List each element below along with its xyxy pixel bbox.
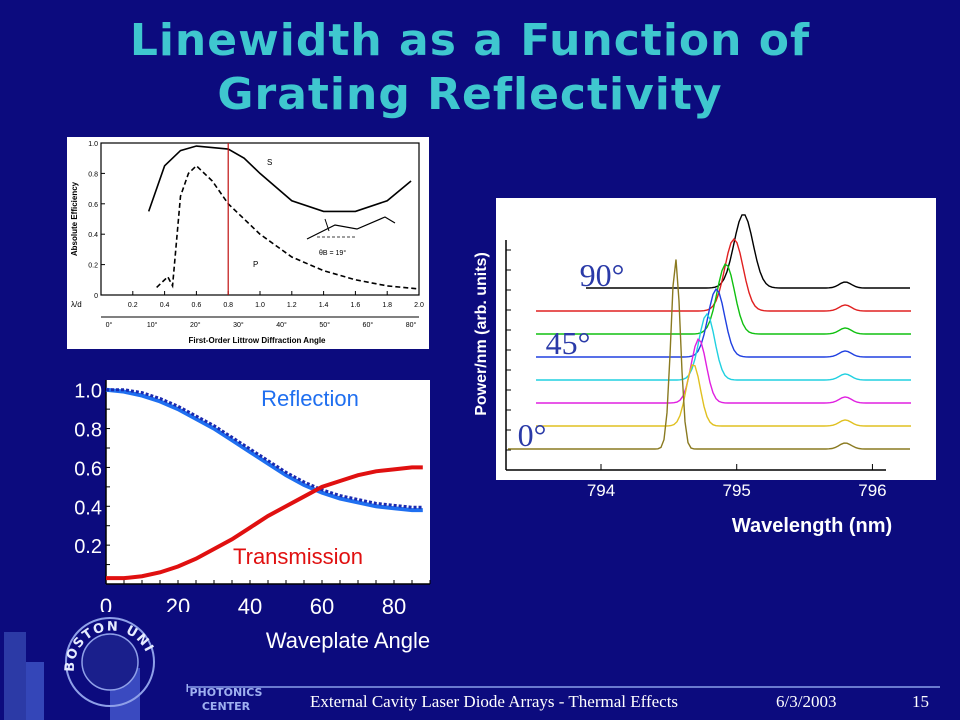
spectra-x-ticks: 794 795 796 (587, 464, 887, 500)
spectrum-line (536, 338, 911, 404)
transmission-label: Transmission (233, 544, 363, 569)
efficiency-chart-background (67, 137, 429, 349)
transmission-line (106, 465, 423, 581)
annotation-0-deg: 0° (518, 417, 547, 453)
spectrum-line (536, 364, 911, 427)
efficiency-angle-tick-label: 10° (147, 321, 158, 329)
footer-date: 6/3/2003 (776, 692, 837, 711)
efficiency-x-ticks: 0.2 0.4 0.6 0.8 1.0 1.2 1.4 1.6 1.8 2.0 (128, 291, 424, 309)
efficiency-x-tick-label: 1.8 (382, 302, 392, 309)
waveplate-x-label: Waveplate Angle (266, 628, 430, 653)
efficiency-angle-tick-label: 30° (233, 321, 244, 329)
waveplate-x-tick-label: 60 (310, 594, 334, 619)
efficiency-y-tick-label: 0.8 (88, 171, 98, 178)
logo-seal (65, 617, 155, 707)
efficiency-series-s-line (147, 145, 412, 213)
efficiency-angle-tick-label: 40° (276, 321, 287, 329)
efficiency-x-tick-label: 0.6 (192, 302, 202, 309)
spectrum-line (536, 312, 911, 381)
reflection-line (105, 387, 423, 513)
waveplate-y-tick-labels: 1.0 0.8 0.6 0.4 0.2 (74, 381, 102, 558)
grating-efficiency-chart: 0 0.2 0.4 0.6 0.8 1.0 0.2 0.4 0.6 0.8 1.0 1.2 1.4 1.… (67, 137, 429, 349)
reflection-dashed-line (106, 388, 423, 509)
efficiency-series-p-line (156, 164, 420, 290)
efficiency-angle-tick-label: 0° (106, 321, 113, 329)
photonics-label-line-1: PHOTONICS (189, 686, 263, 699)
waveplate-y-tick-label: 1.0 (74, 381, 102, 403)
efficiency-series-s-label: S (267, 158, 272, 167)
efficiency-y-tick-label: 0.4 (88, 232, 98, 239)
efficiency-series-p-label: P (253, 260, 258, 269)
spectra-x-label: Wavelength (nm) (732, 515, 892, 537)
title-line-2: Grating Reflectivity (217, 69, 723, 120)
waveplate-chart: 1.00.80.60.40.2 0 20 40 60 80 Reflection Tra… (74, 380, 431, 653)
efficiency-x-tick-label: 1.2 (287, 302, 297, 309)
photonics-label-line-2: CENTER (201, 700, 251, 713)
efficiency-y-label: Absolute Efficiency (70, 181, 79, 256)
spectra-x-tick-label: 796 (858, 481, 886, 500)
efficiency-angle-tick-label: 80° (406, 321, 417, 329)
efficiency-x-tick-label: 2.0 (414, 302, 424, 309)
boston-university-logo: BOSTON UNIVERSITY PHOTONICS CENTER (0, 612, 188, 720)
spectra-chart: 794 795 796 90° 45° 0° Power/nm (arb. unit… (473, 198, 936, 537)
waveplate-plot-area (106, 380, 430, 584)
efficiency-x-label: First-Order Littrow Diffraction Angle (188, 336, 326, 345)
spectra-x-tick-label: 794 (587, 481, 615, 500)
footer-divider (188, 686, 940, 688)
grating-inset-diagram: θB = 19° (306, 216, 396, 257)
spectrum-line (536, 263, 911, 335)
efficiency-angle-tick-label: 50° (319, 321, 330, 329)
waveplate-x-tick-label: 40 (238, 594, 262, 619)
spectrum-line (536, 287, 911, 358)
spectra-background (496, 198, 936, 480)
spectra-y-ticks (506, 249, 511, 471)
efficiency-y-tick-label: 0 (94, 293, 98, 300)
photonics-center-label: PHOTONICS CENTER (186, 686, 266, 720)
efficiency-x-tick-label: 1.0 (255, 302, 265, 309)
efficiency-y-tick-label: 0.6 (88, 202, 98, 209)
footer-title: External Cavity Laser Diode Arrays - The… (310, 692, 679, 711)
footer-page-number: 15 (912, 692, 929, 711)
efficiency-x-tick-label: 0.2 (128, 302, 138, 309)
efficiency-x-tick-label: 1.6 (351, 302, 361, 309)
efficiency-x-tick-label: 1.4 (319, 302, 329, 309)
efficiency-series (147, 145, 420, 290)
efficiency-y-ticks: 0 0.2 0.4 0.6 0.8 1.0 (88, 141, 105, 300)
spectrum-line (508, 259, 910, 450)
spectra-x-tick-label: 795 (723, 481, 751, 500)
waveplate-y-tick-label: 0.6 (74, 458, 102, 480)
annotation-90-deg: 90° (580, 257, 625, 293)
efficiency-x-tick-label: 0.4 (160, 302, 170, 309)
spectrum-line (586, 214, 910, 289)
logo-photonics-text: PHOTONICS (186, 682, 188, 695)
efficiency-lambda-label: λ/d (71, 300, 82, 309)
spectra-series (508, 214, 911, 450)
reflection-label: Reflection (261, 386, 359, 411)
efficiency-annotation: θB = 19° (319, 249, 346, 257)
spectrum-line (536, 237, 911, 312)
slide-title: Linewidth as a Function of Grating Refle… (60, 14, 880, 122)
waveplate-y-tick-label: 0.4 (74, 497, 102, 519)
efficiency-x-tick-label: 0.8 (223, 302, 233, 309)
title-line-1: Linewidth as a Function of (129, 15, 811, 66)
efficiency-angle-tick-label: 60° (363, 321, 374, 329)
waveplate-x-tick-label: 80 (382, 594, 406, 619)
efficiency-angle-ticks: 0° 10° 20° 30° 40° 50° 60° 80° (101, 316, 419, 329)
waveplate-y-tick-label: 0.2 (74, 536, 102, 558)
waveplate-series (105, 387, 423, 581)
logo-tower-building (4, 632, 26, 720)
waveplate-y-tick-label: 0.8 (74, 420, 102, 442)
efficiency-y-tick-label: 0.2 (88, 263, 98, 270)
annotation-45-deg: 45° (546, 325, 591, 361)
efficiency-y-tick-label: 1.0 (88, 141, 98, 148)
spectra-y-label: Power/nm (arb. units) (473, 252, 490, 416)
logo-building-left (26, 662, 44, 720)
efficiency-angle-tick-label: 20° (190, 321, 201, 329)
